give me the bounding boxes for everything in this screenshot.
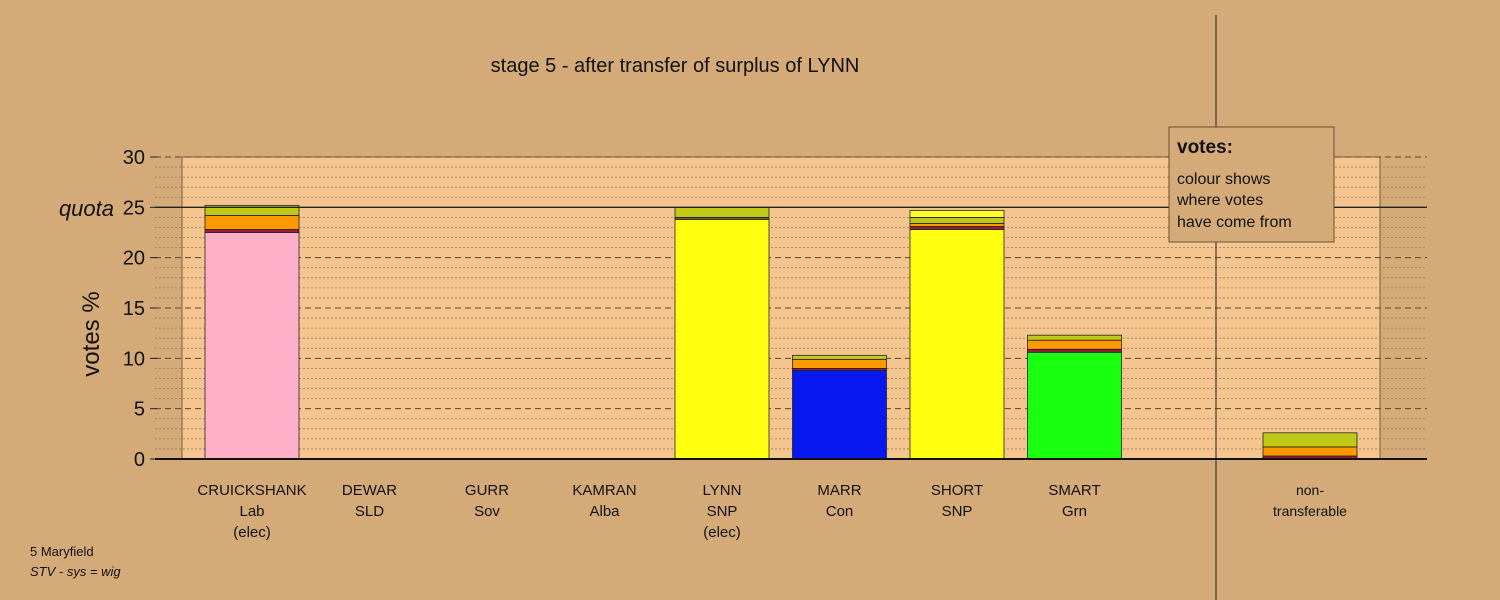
y-tick-label: 20 <box>123 248 145 270</box>
category-label: Lab <box>239 503 264 520</box>
bar-segment <box>909 223 1005 227</box>
bar-segment <box>1027 348 1122 353</box>
bar-segment <box>909 216 1005 224</box>
bar-segment <box>1027 334 1122 341</box>
bar-segment <box>1027 339 1122 350</box>
bar-segment <box>792 370 887 460</box>
bar-segment <box>204 232 300 460</box>
category-label: Grn <box>1062 503 1087 520</box>
y-tick-label: 30 <box>123 147 145 169</box>
category-label: (elec) <box>233 524 271 541</box>
category-label: CRUICKSHANK <box>197 482 306 499</box>
bar-segment <box>1262 446 1358 457</box>
bar-segment <box>204 229 300 233</box>
legend-line: colour shows <box>1177 171 1270 188</box>
category-label: DEWAR <box>342 482 397 499</box>
y-tick-label: 15 <box>123 298 145 320</box>
grid <box>155 156 1427 450</box>
bar-segment <box>204 204 300 216</box>
category-label: SMART <box>1048 482 1100 499</box>
y-tick-label: 0 <box>134 449 145 471</box>
footer-ward: 5 Maryfield <box>30 544 94 559</box>
bar-segment <box>674 206 770 218</box>
category-label: SNP <box>707 503 738 520</box>
chart-title: stage 5 - after transfer of surplus of L… <box>491 55 860 77</box>
footer-system: STV - sys = wig <box>30 564 121 579</box>
category-label: MARR <box>817 482 861 499</box>
category-label: Sov <box>474 503 500 520</box>
category-label: SLD <box>355 503 384 520</box>
axes: 0 5 10 15 20 25 30 CRUICKSHANK Lab (elec) DEWAR SLD… <box>123 15 1427 600</box>
bar-segment <box>792 354 887 360</box>
category-label: GURR <box>465 482 509 499</box>
bar-segment <box>792 358 887 369</box>
bar-segment <box>1262 432 1358 448</box>
legend-box-frame <box>1168 126 1335 243</box>
category-label: KAMRAN <box>572 482 636 499</box>
bar-segment <box>909 229 1005 460</box>
category-label: LYNN <box>703 482 742 499</box>
bar-segment <box>1027 351 1122 460</box>
nontransferable-label: non- <box>1296 482 1324 498</box>
category-label: (elec) <box>703 524 741 541</box>
bar-segment <box>909 226 1005 230</box>
y-axis-label: votes % <box>78 291 105 376</box>
category-label: SHORT <box>931 482 983 499</box>
bar-segment <box>674 219 770 460</box>
bar-segment <box>204 214 300 230</box>
legend-box: votes: colour shows where votes have com… <box>1168 126 1335 243</box>
bars <box>204 204 1358 460</box>
y-tick-label: 5 <box>134 399 145 421</box>
quota-label: quota <box>59 196 114 221</box>
category-label: Con <box>826 503 854 520</box>
y-tick-label: 10 <box>123 348 145 370</box>
legend-line: have come from <box>1177 214 1292 231</box>
legend-line: where votes <box>1176 192 1263 209</box>
legend-title: votes: <box>1177 137 1233 158</box>
y-tick-label: 25 <box>123 197 145 219</box>
nontransferable-label: transferable <box>1273 503 1347 519</box>
category-label: Alba <box>589 503 620 520</box>
bar-segment <box>909 209 1005 218</box>
category-label: SNP <box>942 503 973 520</box>
